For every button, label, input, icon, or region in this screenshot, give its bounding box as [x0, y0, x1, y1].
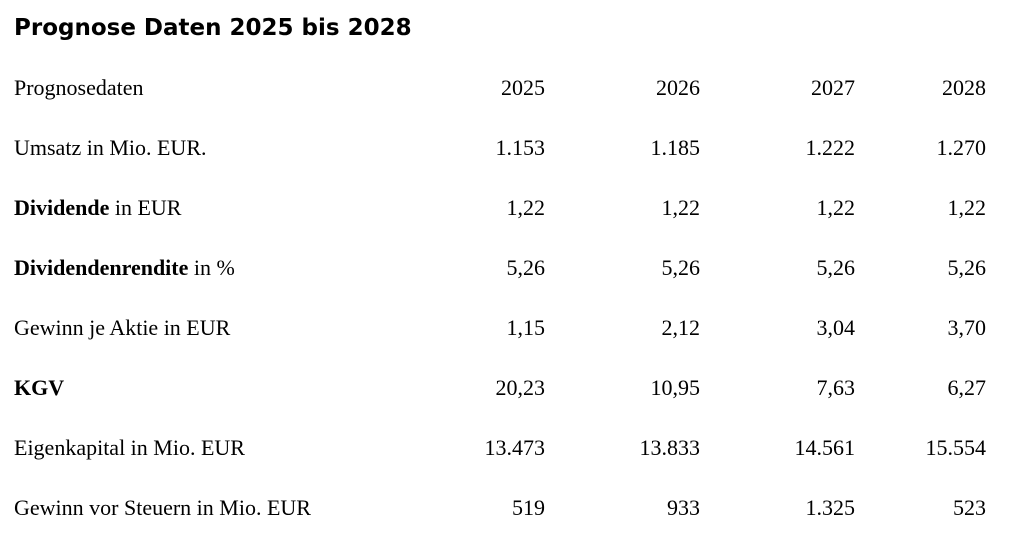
cell-value: 7,63	[816, 375, 856, 400]
header-year: 2027	[811, 75, 855, 100]
cell-value: 6,27	[947, 375, 987, 400]
cell-value: 13.473	[484, 435, 546, 460]
cell-value: 1.270	[936, 135, 987, 160]
row-label-rest: Gewinn je Aktie in EUR	[14, 315, 231, 340]
cell-value: 2,12	[661, 315, 701, 340]
row-label: Dividendenrendite in %	[14, 238, 409, 298]
cell-value: 523	[953, 495, 986, 520]
row-label-rest: Eigenkapital in Mio. EUR	[14, 435, 245, 460]
row-label-rest: Gewinn vor Steuern in Mio. EUR	[14, 495, 311, 520]
cell-value: 1.222	[805, 135, 856, 160]
cell-value: 1,15	[506, 315, 546, 340]
cell-value: 10,95	[650, 375, 701, 400]
cell-value: 1.185	[650, 135, 701, 160]
cell-value: 3,04	[816, 315, 856, 340]
cell-value: 3,70	[947, 315, 987, 340]
cell-value: 5,26	[506, 255, 546, 280]
cell-value: 1,22	[661, 195, 701, 220]
cell-value: 519	[512, 495, 545, 520]
row-label-rest: in EUR	[109, 195, 182, 220]
row-label: Umsatz in Mio. EUR.	[14, 118, 409, 178]
cell-value: 5,26	[947, 255, 987, 280]
cell-value: 933	[667, 495, 700, 520]
forecast-table: Prognosedaten 2025 2026 2027 2028 Umsatz…	[14, 58, 986, 538]
header-year: 2026	[656, 75, 700, 100]
cell-value: 1,22	[816, 195, 856, 220]
row-label-bold: Dividendenrendite	[14, 255, 189, 280]
cell-value: 14.561	[794, 435, 856, 460]
cell-value: 1,22	[506, 195, 546, 220]
page-title: Prognose Daten 2025 bis 2028	[14, 15, 412, 41]
cell-value: 5,26	[816, 255, 856, 280]
cell-value: 1.153	[495, 135, 546, 160]
table-row: Dividende in EUR 1,22 1,22 1,22 1,22	[14, 178, 986, 238]
table-header-row: Prognosedaten 2025 2026 2027 2028	[14, 58, 986, 118]
header-year: 2025	[501, 75, 545, 100]
header-year: 2028	[942, 75, 986, 100]
header-label: Prognosedaten	[14, 75, 144, 100]
row-label: Dividende in EUR	[14, 178, 409, 238]
table-row: Eigenkapital in Mio. EUR 13.473 13.833 1…	[14, 418, 986, 478]
row-label: Eigenkapital in Mio. EUR	[14, 418, 409, 478]
table-row: Dividendenrendite in % 5,26 5,26 5,26 5,…	[14, 238, 986, 298]
row-label-rest: Umsatz in Mio. EUR.	[14, 135, 207, 160]
table-row: Gewinn vor Steuern in Mio. EUR 519 933 1…	[14, 478, 986, 538]
cell-value: 1.325	[805, 495, 856, 520]
row-label: KGV	[14, 358, 409, 418]
row-label-bold: KGV	[14, 375, 65, 400]
cell-value: 15.554	[925, 435, 987, 460]
table-row: Umsatz in Mio. EUR. 1.153 1.185 1.222 1.…	[14, 118, 986, 178]
row-label: Gewinn vor Steuern in Mio. EUR	[14, 478, 409, 538]
table-row: KGV 20,23 10,95 7,63 6,27	[14, 358, 986, 418]
row-label-rest: in %	[188, 255, 235, 280]
cell-value: 13.833	[639, 435, 701, 460]
row-label-bold: Dividende	[14, 195, 110, 220]
table-row: Gewinn je Aktie in EUR 1,15 2,12 3,04 3,…	[14, 298, 986, 358]
row-label: Gewinn je Aktie in EUR	[14, 298, 409, 358]
cell-value: 1,22	[947, 195, 987, 220]
cell-value: 20,23	[495, 375, 546, 400]
cell-value: 5,26	[661, 255, 701, 280]
